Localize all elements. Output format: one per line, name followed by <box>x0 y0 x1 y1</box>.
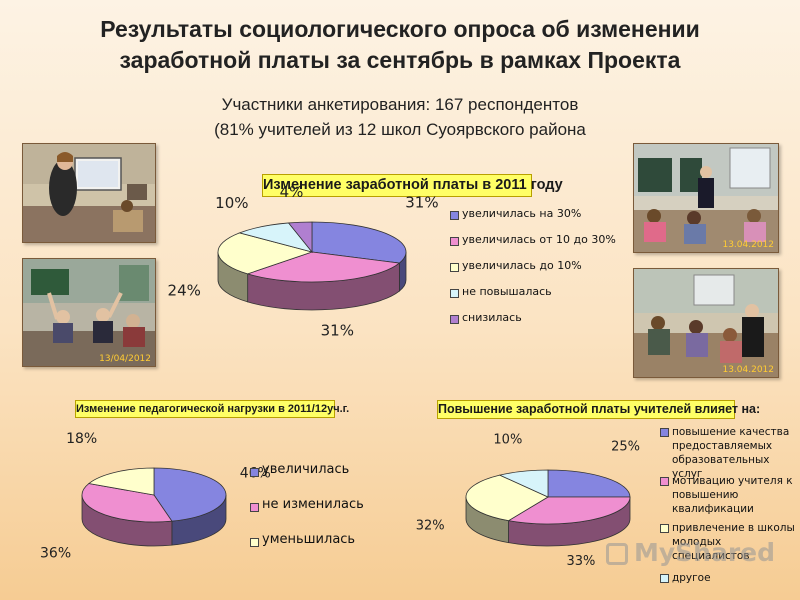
legend-line: мотивацию учителя к <box>672 475 793 487</box>
legend-swatch <box>450 289 459 298</box>
legend-swatch <box>250 538 259 547</box>
chart1-legend: увеличилась на 30% увеличилась от 10 до 3… <box>450 207 620 327</box>
pie-slice-side <box>465 496 509 544</box>
legend-label: снизилась <box>462 311 522 324</box>
pie-value-label: 32% <box>416 518 445 533</box>
watermark-text: MyShared <box>634 538 776 567</box>
pie-slice <box>81 483 173 523</box>
pie-slice <box>217 232 314 275</box>
legend-label: увеличилась на 30% <box>462 207 582 220</box>
legend-swatch <box>450 211 459 220</box>
legend-swatch <box>660 574 669 583</box>
pie-value-label: 24% <box>168 282 201 300</box>
pie-value-label: 10% <box>215 194 248 212</box>
pie-slice <box>153 467 227 522</box>
legend-line: повышение качества <box>672 426 790 438</box>
chart2-legend: увеличилась не изменилась уменьшилась <box>250 462 380 552</box>
classroom-photo-4: 13.04.2012 <box>633 268 779 378</box>
legend-label: не повышалась <box>462 285 552 298</box>
pie-value-label: 10% <box>493 433 522 448</box>
legend-line: привлечение в школы <box>672 522 795 534</box>
classroom-photo-3: 13.04.2012 <box>633 143 779 253</box>
legend-line: предоставляемых <box>672 440 773 452</box>
page-subtitle: Участники анкетирования: 167 респонденто… <box>0 92 780 142</box>
chart3-title: Повышение заработной платы учителей влия… <box>437 400 760 419</box>
legend-label: не изменилась <box>262 497 364 512</box>
pie-slice-side <box>398 251 407 292</box>
legend-swatch <box>450 263 459 272</box>
title-line-1: Результаты социологического опроса об из… <box>100 16 700 42</box>
legend-label: повышение качества предоставляемых образ… <box>672 425 796 481</box>
photo-date-stamp: 13.04.2012 <box>722 365 774 375</box>
subtitle-line-2: (81% учителей из 12 школ Суоярвского рай… <box>214 120 586 139</box>
legend-swatch <box>450 315 459 324</box>
legend-swatch <box>250 468 259 477</box>
legend-swatch <box>660 428 669 437</box>
pie-slice-side <box>217 251 249 303</box>
legend-label: увеличилась от 10 до 30% <box>462 233 616 246</box>
chart1-title: Изменение заработной платы в 2011 году <box>262 174 563 197</box>
watermark-icon <box>606 543 628 565</box>
page-title: Результаты социологического опроса об из… <box>0 14 800 76</box>
pie-value-label: 31% <box>321 321 354 339</box>
pie-slice <box>498 469 549 498</box>
legend-label: увеличилась до 10% <box>462 259 582 272</box>
legend-line: повышению квалификации <box>672 489 754 515</box>
legend-line: образовательных услуг <box>672 454 770 480</box>
pie-value-label: 25% <box>611 440 640 455</box>
pie-slice <box>287 221 313 254</box>
legend-label: увеличилась <box>262 462 350 477</box>
pie-slice-side <box>171 494 227 546</box>
pie-slice <box>246 251 401 283</box>
legend-swatch <box>660 524 669 533</box>
legend-swatch <box>450 237 459 246</box>
legend-label: другое <box>672 572 711 584</box>
legend-line: молодых специалистов <box>672 536 750 562</box>
pie-slice-side <box>81 494 173 547</box>
classroom-photo-1 <box>22 143 156 243</box>
photo-date-stamp: 13.04.2012 <box>722 240 774 250</box>
chart3-legend: повышение качества предоставляемых образ… <box>660 425 796 585</box>
legend-swatch <box>660 477 669 486</box>
classroom-photo-2: 13/04/2012 <box>22 258 156 367</box>
chart2-title: Изменение педагогической нагрузки в 2011… <box>75 400 349 418</box>
pie-value-label: 18% <box>66 431 97 447</box>
legend-label: привлечение в школы молодых специалистов <box>672 521 796 563</box>
pie-value-label: 33% <box>566 554 595 569</box>
legend-label: уменьшилась <box>262 532 356 547</box>
pie-slice <box>547 469 631 498</box>
pie-slice-side <box>247 262 400 311</box>
pie-slice <box>87 467 155 496</box>
pie-slice <box>465 474 549 522</box>
title-line-2: заработной платы за сентябрь в рамках Пр… <box>119 47 681 73</box>
pie-slice <box>311 221 407 264</box>
legend-label: мотивацию учителя к повышению квалификац… <box>672 474 796 516</box>
legend-swatch <box>250 503 259 512</box>
subtitle-line-1: Участники анкетирования: 167 респонденто… <box>221 95 579 114</box>
pie-value-label: 36% <box>40 546 71 562</box>
watermark-logo: MyShared <box>606 538 775 567</box>
pie-slice <box>238 222 314 253</box>
pie-slice <box>507 496 631 525</box>
photo-date-stamp: 13/04/2012 <box>99 354 151 364</box>
